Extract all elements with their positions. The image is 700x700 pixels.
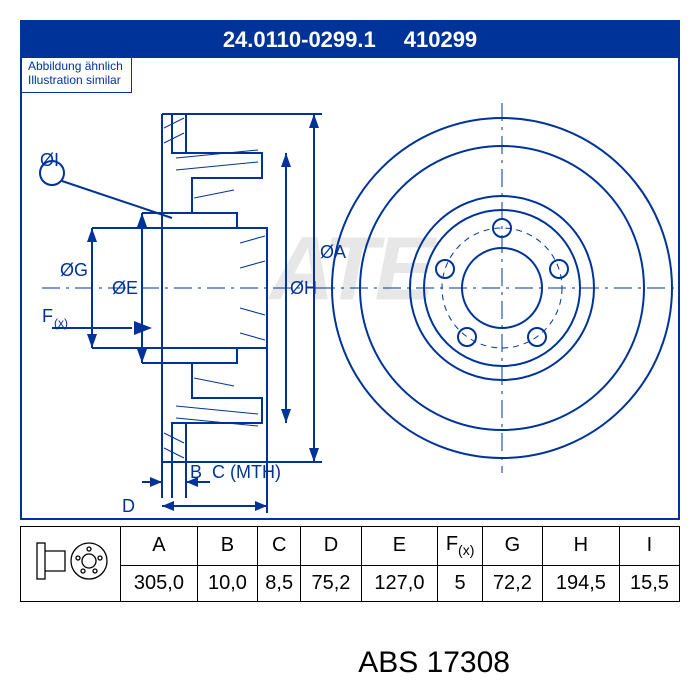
dim-label-H: ØH [290,278,317,298]
row-icon-cell [21,527,121,602]
part-number-a: 24.0110-0299.1 [223,27,376,53]
dim-label-D: D [122,496,135,516]
td-C: 8,5 [258,565,301,602]
part-number-b: 410299 [404,27,477,53]
th-E: E [361,527,438,566]
th-B: B [197,527,257,566]
th-I: I [619,527,679,566]
dim-label-C: C (MTH) [212,462,281,482]
dim-label-A: ØA [320,242,346,262]
td-B: 10,0 [197,565,257,602]
td-H: 194,5 [542,565,619,602]
td-G: 72,2 [482,565,542,602]
table-header-row: A B C D E F(x) G H I [21,527,680,566]
td-E: 127,0 [361,565,438,602]
td-F: 5 [438,565,482,602]
dim-label-F: F [42,306,53,326]
th-G: G [482,527,542,566]
dim-label-G: ØG [60,260,88,280]
footer-brand: ABS [358,646,418,679]
technical-drawing: ØA ØH ØE ØG ØI [22,58,678,518]
dim-label-I: ØI [40,150,59,170]
dim-label-E: ØE [112,278,138,298]
dim-label-B: B [190,462,202,482]
th-H: H [542,527,619,566]
diagram-frame: 24.0110-0299.1 410299 Abbildung ähnlich … [20,20,680,520]
th-F: F(x) [438,527,482,566]
th-C: C [258,527,301,566]
header-bar: 24.0110-0299.1 410299 [22,22,678,58]
td-I: 15,5 [619,565,679,602]
th-A: A [121,527,198,566]
th-D: D [301,527,361,566]
td-D: 75,2 [301,565,361,602]
footer-code: 17308 [427,646,510,679]
td-A: 305,0 [121,565,198,602]
svg-text:F(x): F(x) [42,306,68,330]
dimension-table: A B C D E F(x) G H I 305,0 10,0 8,5 75,2… [20,526,680,602]
footer-label: ABS 17308 [20,646,680,680]
